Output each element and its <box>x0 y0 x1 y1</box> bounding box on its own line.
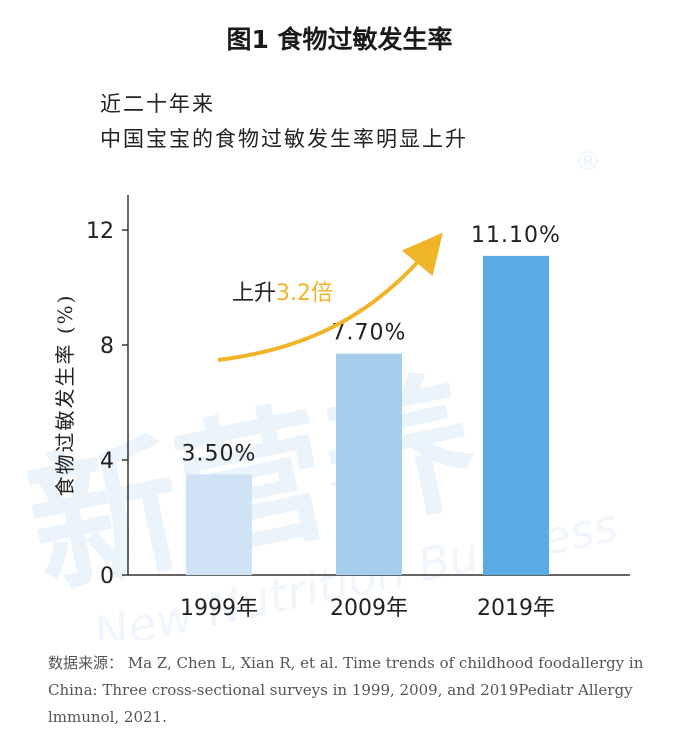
y-tick-label: 4 <box>100 449 114 474</box>
growth-prefix: 上升 <box>232 281 276 306</box>
x-tick-label: 2019年 <box>477 596 555 621</box>
x-tick-label: 1999年 <box>180 596 258 621</box>
growth-multiplier: 3.2倍 <box>276 281 333 306</box>
growth-arrow <box>217 232 443 362</box>
data-labels: 3.50% 7.70% 11.10% <box>182 223 561 467</box>
y-tick-label: 0 <box>100 564 114 589</box>
y-axis-label: 食物过敏发生率 (%) <box>53 294 77 497</box>
subtitle-line-2: 中国宝宝的食物过敏发生率明显上升 <box>100 127 468 151</box>
y-ticks: 0 4 8 12 <box>86 219 128 589</box>
bar-0 <box>186 474 252 575</box>
bar-1 <box>336 353 402 575</box>
y-tick-label: 8 <box>100 334 114 359</box>
figure-title: 图1 食物过敏发生率 <box>226 25 453 54</box>
data-label: 3.50% <box>182 441 257 466</box>
source-citation: 数据来源： Ma Z, Chen L, Xian R, et al. Time … <box>48 654 644 726</box>
bars <box>186 255 549 575</box>
growth-annotation: 上升3.2倍 <box>232 281 333 306</box>
x-ticks: 1999年 2009年 2019年 <box>180 596 555 621</box>
registered-mark: ® <box>575 147 601 177</box>
data-label: 7.70% <box>332 321 407 346</box>
y-tick-label: 12 <box>86 219 114 244</box>
bar-2 <box>483 255 549 575</box>
data-label: 11.10% <box>471 223 561 248</box>
x-tick-label: 2009年 <box>330 596 408 621</box>
subtitle-line-1: 近二十年来 <box>100 92 215 116</box>
